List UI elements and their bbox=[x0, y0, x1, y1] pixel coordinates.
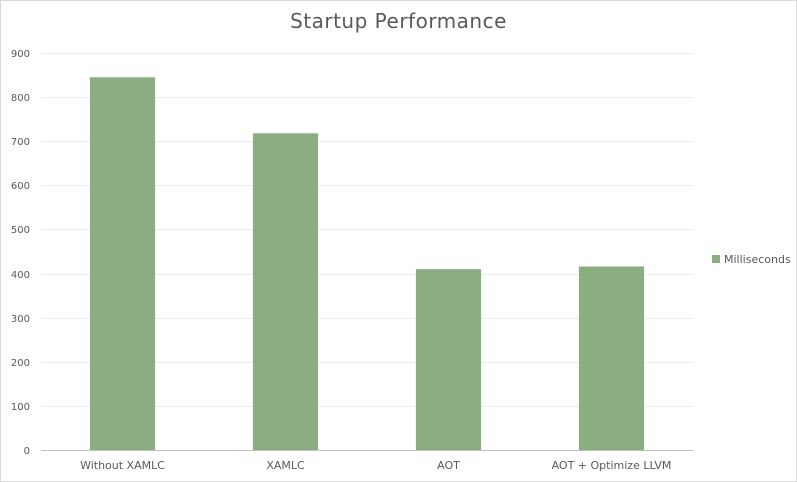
y-tick-label: 400 bbox=[11, 270, 30, 281]
y-tick-label: 500 bbox=[11, 225, 30, 236]
y-tick-label: 200 bbox=[11, 358, 30, 369]
x-category-label: XAMLC bbox=[266, 459, 305, 472]
bar bbox=[578, 266, 645, 450]
y-tick-label: 100 bbox=[11, 402, 30, 413]
x-category-label: AOT + Optimize LLVM bbox=[552, 459, 672, 472]
y-tick-label: 600 bbox=[11, 181, 30, 192]
y-tick-label: 0 bbox=[24, 446, 30, 457]
legend: Milliseconds bbox=[712, 253, 791, 266]
legend-swatch bbox=[712, 255, 720, 263]
bar bbox=[252, 133, 319, 450]
y-tick-label: 700 bbox=[11, 137, 30, 148]
y-tick-label: 900 bbox=[11, 49, 30, 60]
chart-title: Startup Performance bbox=[290, 9, 507, 33]
y-tick-label: 300 bbox=[11, 314, 30, 325]
x-category-label: Without XAMLC bbox=[80, 459, 165, 472]
x-category-label: AOT bbox=[437, 459, 460, 472]
bar bbox=[89, 77, 156, 450]
bars bbox=[89, 77, 645, 450]
y-tick-label: 800 bbox=[11, 93, 30, 104]
bar bbox=[415, 269, 482, 450]
axes: 0 100 200 300 400 500 600 700 800 900 Without XAML… bbox=[11, 49, 693, 472]
legend-label: Milliseconds bbox=[724, 253, 791, 266]
